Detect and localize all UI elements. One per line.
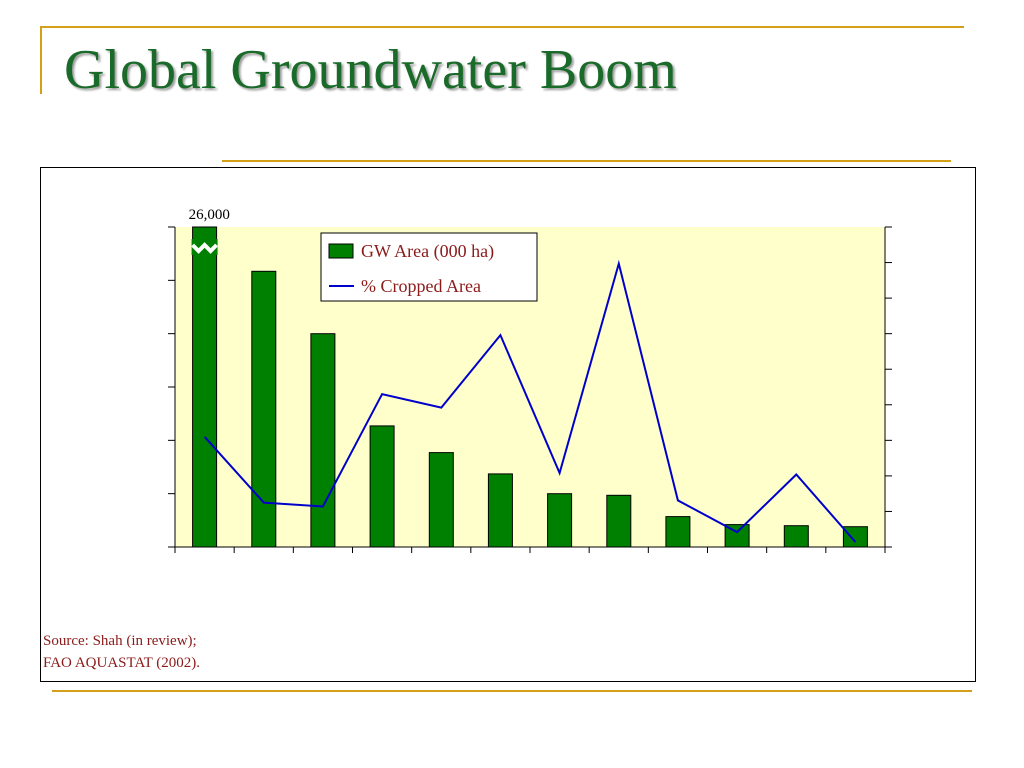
top-left-vertical-rule — [40, 28, 42, 94]
legend: GW Area (000 ha) % Cropped Area — [320, 232, 538, 302]
bar-6 — [487, 473, 513, 548]
bar-9 — [665, 516, 691, 548]
bar-3 — [310, 333, 336, 548]
bar-1 — [192, 226, 218, 548]
bars-layer — [191, 226, 868, 548]
axis-break-icon — [191, 242, 218, 254]
axis-break-label: 26,000 — [189, 207, 230, 223]
legend-box — [320, 232, 538, 302]
bar-2 — [251, 270, 277, 548]
bar-7 — [547, 493, 573, 548]
bottom-horizontal-rule — [52, 690, 972, 692]
slide-title: Global Groundwater Boom — [64, 39, 677, 101]
bar-5 — [428, 452, 454, 548]
bar-11 — [783, 525, 809, 548]
axes-layer: 26,000 — [168, 207, 892, 553]
top-horizontal-rule — [40, 26, 964, 28]
line-layer — [203, 259, 857, 543]
bar-4 — [369, 425, 395, 548]
source-note: Source: Shah (in review); FAO AQUASTAT (… — [43, 630, 200, 674]
source-line-1: Source: Shah (in review); — [43, 633, 197, 649]
source-line-2: FAO AQUASTAT (2002). — [43, 655, 201, 671]
legend-swatch-gw-area — [328, 243, 354, 259]
bar-12 — [842, 526, 868, 548]
title-underline-rule — [222, 160, 951, 162]
combo-chart: 26,000 GW Area (000 ha) % Cropped Area — [168, 207, 892, 553]
legend-label-gw-area: GW Area (000 ha) — [361, 241, 494, 262]
legend-label-cropped-area: % Cropped Area — [361, 276, 481, 296]
line-series-cropped-area — [203, 259, 857, 543]
chart-frame: 26,000 GW Area (000 ha) % Cropped Area So… — [40, 167, 976, 682]
bar-8 — [606, 494, 632, 548]
